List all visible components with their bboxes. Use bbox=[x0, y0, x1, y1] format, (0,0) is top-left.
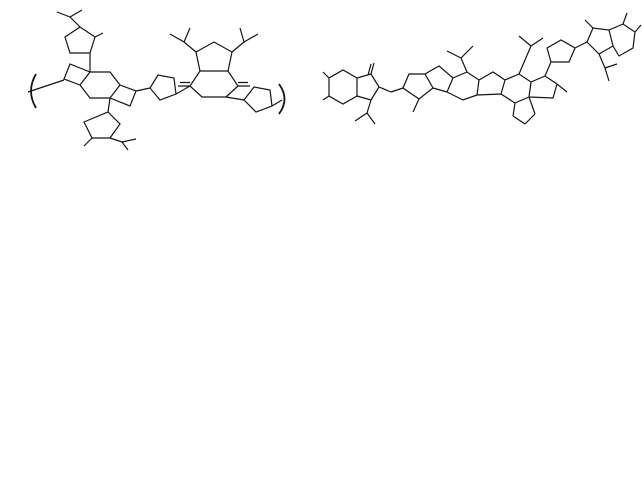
panel-c-spectra bbox=[321, 143, 642, 313]
y6-structure bbox=[322, 12, 642, 125]
panel-a-spectra bbox=[0, 143, 321, 313]
panel-b-hetcor bbox=[0, 305, 321, 501]
pm6-structure bbox=[27, 9, 286, 151]
panel-d-hetcor bbox=[321, 305, 642, 501]
y6-bonds bbox=[322, 12, 642, 125]
pm6-bonds bbox=[27, 9, 286, 151]
